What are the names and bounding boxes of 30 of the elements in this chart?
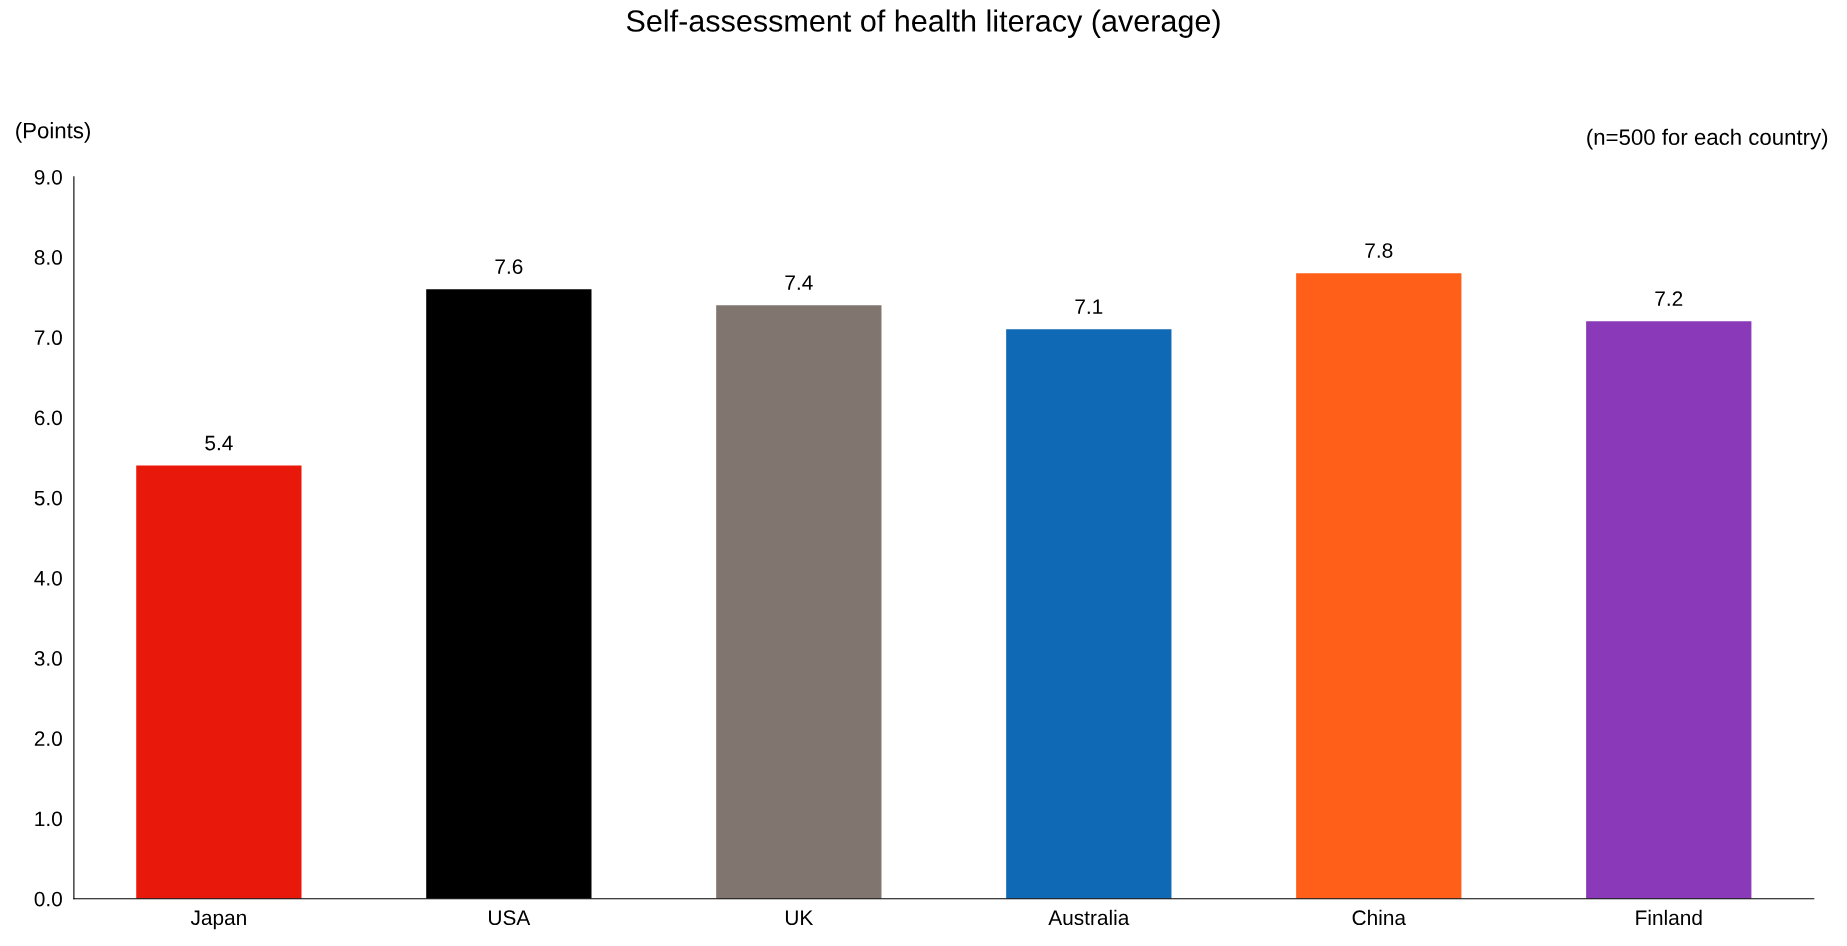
y-tick-label: 1.0 — [35, 811, 62, 827]
data-label: 7.4 — [785, 275, 813, 290]
data-label: 7.2 — [1655, 291, 1683, 306]
y-tick-label: 4.0 — [34, 570, 62, 586]
y-tick-label: 7.0 — [34, 330, 62, 346]
data-label: 7.8 — [1365, 243, 1393, 258]
bar — [1296, 273, 1462, 899]
x-tick-label: USA — [489, 910, 531, 926]
x-tick-label: Japan — [190, 910, 246, 930]
chart-title: Self-assessment of health literacy (average) — [626, 9, 1220, 38]
y-tick-label: 0.0 — [34, 891, 62, 907]
y-tick-label: 8.0 — [34, 250, 62, 265]
bar — [1006, 329, 1172, 899]
y-tick-label: 5.0 — [34, 490, 62, 506]
y-axis-title: (Points) — [16, 122, 90, 143]
x-tick-label: Finland — [1636, 909, 1702, 926]
y-tick-label: 9.0 — [34, 169, 62, 185]
data-label: 5.4 — [205, 435, 233, 451]
y-tick-label: 2.0 — [34, 731, 62, 747]
x-tick-label: China — [1352, 909, 1406, 926]
data-label: 7.1 — [1075, 299, 1103, 314]
y-tick-label: 3.0 — [34, 651, 62, 666]
x-tick-label: UK — [785, 910, 814, 926]
x-tick-label: Australia — [1048, 909, 1130, 926]
text: (n=500 for each country) — [1587, 128, 1828, 150]
data-label: 7.6 — [495, 259, 523, 274]
bar — [136, 465, 302, 899]
y-tick-label: 6.0 — [34, 410, 62, 426]
bar — [716, 305, 882, 899]
bar — [1586, 321, 1752, 899]
